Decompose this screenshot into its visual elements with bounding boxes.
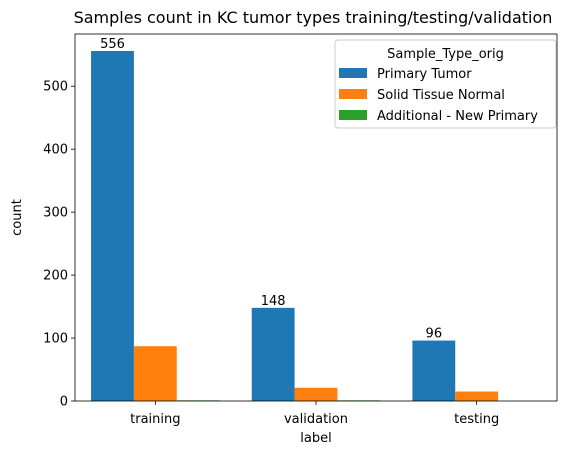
bar-validation-primary-tumor xyxy=(251,307,295,401)
y-tick-label: 400 xyxy=(43,143,68,158)
bar-training-solid-tissue-normal xyxy=(133,346,177,401)
x-axis-label: label xyxy=(300,431,331,446)
legend-box xyxy=(334,39,557,129)
y-tick-label: 500 xyxy=(43,80,68,95)
legend-label: Primary Tumor xyxy=(377,67,472,82)
x-tick-label: testing xyxy=(454,412,499,427)
bar-value-label: 96 xyxy=(426,327,443,342)
y-tick-label: 100 xyxy=(43,332,68,347)
chart-title: Samples count in KC tumor types training… xyxy=(74,8,553,27)
legend: Sample_Type_orig Primary Tumor Solid Tissu… xyxy=(334,39,557,129)
y-tick-label: 0 xyxy=(60,395,68,410)
bar-value-label: 556 xyxy=(100,37,125,52)
legend-title: Sample_Type_orig xyxy=(387,47,504,62)
bar-testing-solid-tissue-normal xyxy=(455,391,499,401)
legend-swatch xyxy=(339,68,367,78)
y-tick-label: 200 xyxy=(43,269,68,284)
bars-group xyxy=(91,50,499,401)
bar-training-primary-tumor xyxy=(91,50,134,401)
legend-label: Solid Tissue Normal xyxy=(377,88,505,103)
y-tick-label: 300 xyxy=(43,206,68,221)
legend-swatch xyxy=(339,89,367,99)
legend-swatch xyxy=(339,110,367,120)
plot-frame xyxy=(74,33,558,402)
bar-testing-primary-tumor xyxy=(412,340,456,401)
x-tick-label: training xyxy=(130,412,180,427)
bar-validation-solid-tissue-normal xyxy=(294,387,338,401)
x-tick-label: validation xyxy=(284,412,348,427)
bar-labels-group: 556 148 96 xyxy=(100,37,442,342)
y-axis-label: count xyxy=(10,199,25,236)
legend-label: Additional - New Primary xyxy=(377,109,538,124)
bar-value-label: 148 xyxy=(261,294,286,309)
y-axis: 0 100 200 300 400 500 xyxy=(43,80,75,410)
x-axis: training validation testing xyxy=(130,401,499,427)
